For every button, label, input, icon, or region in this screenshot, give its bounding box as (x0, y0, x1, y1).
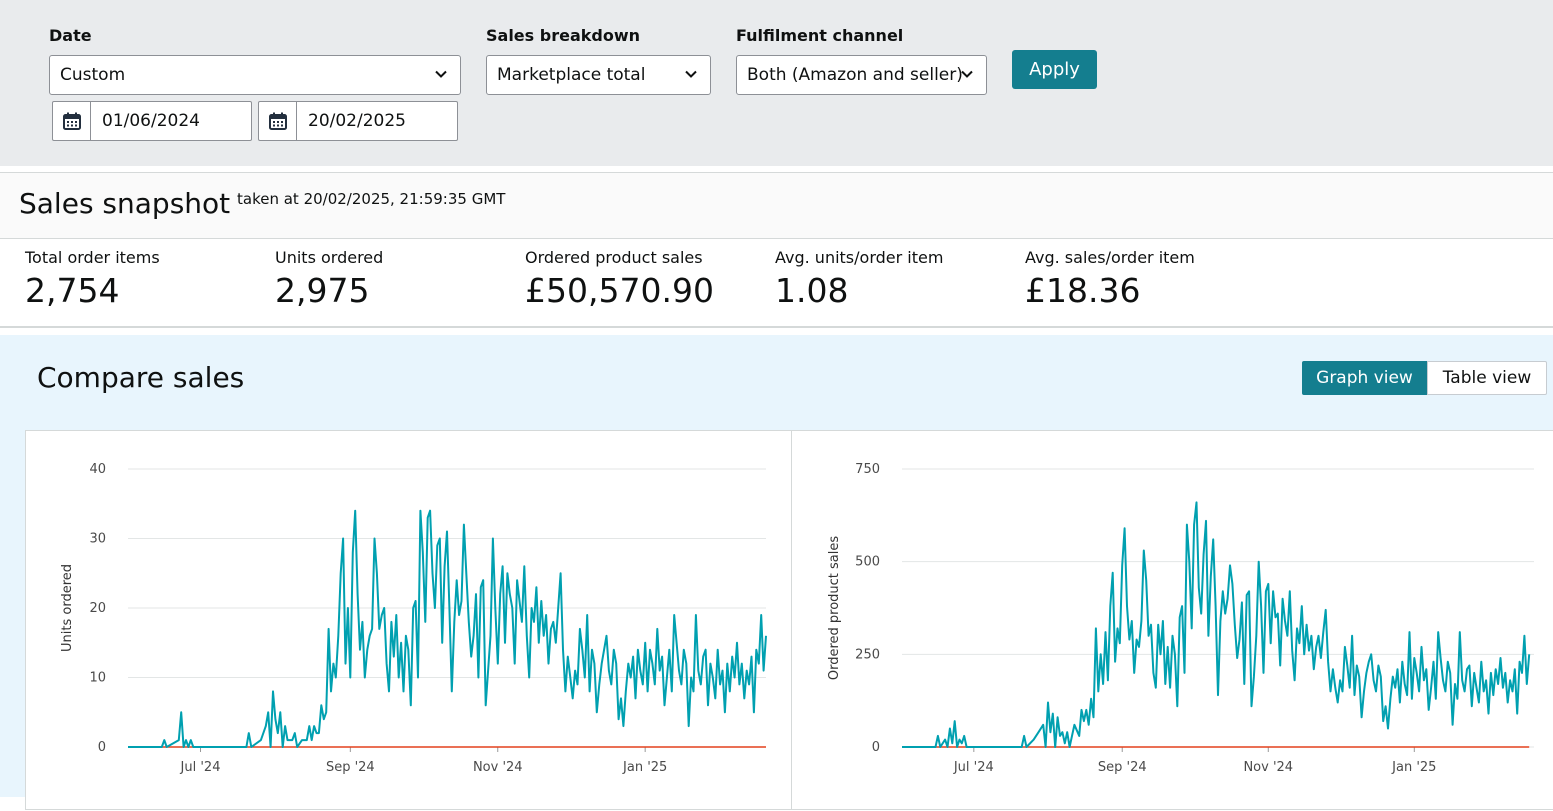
metric-avg-units-per-order-item: Avg. units/order item 1.08 (775, 248, 943, 310)
x-tick-label: Jan '25 (622, 760, 667, 775)
date-label: Date (49, 26, 92, 45)
y-tick-label: 40 (89, 462, 106, 477)
units-ordered-chart-card: 0 10 20 30 40 Jul '24 Sep '24 Nov '24 Jan '25 Uni… (25, 430, 792, 810)
x-tick-label: Nov '24 (1243, 760, 1293, 775)
metric-ordered-product-sales: Ordered product sales £50,570.90 (525, 248, 714, 310)
chevron-down-icon (435, 70, 447, 78)
chevron-down-icon (961, 70, 973, 78)
start-date-field[interactable]: 01/06/2024 (52, 101, 252, 141)
fulfilment-channel-label: Fulfilment channel (736, 26, 904, 45)
compare-sales-section: Compare sales Graph view Table view 0 10 2… (0, 335, 1553, 810)
series-line-current (902, 501, 1531, 748)
sales-breakdown-value: Marketplace total (497, 65, 646, 85)
metric-value: 2,975 (275, 271, 370, 310)
x-tick-label: Sep '24 (1098, 760, 1147, 775)
units-ordered-chart: 0 10 20 30 40 Jul '24 Sep '24 Nov '24 Jan '25 Uni… (60, 462, 767, 775)
fulfilment-channel-select[interactable]: Both (Amazon and seller) (736, 55, 987, 95)
sales-snapshot-header: Sales snapshot taken at 20/02/2025, 21:5… (0, 172, 1553, 239)
y-tick-label: 20 (89, 601, 106, 616)
calendar-icon[interactable] (259, 102, 297, 140)
metric-value: 1.08 (775, 271, 849, 310)
x-tick-label: Sep '24 (326, 760, 375, 775)
graph-view-button[interactable]: Graph view (1302, 361, 1427, 395)
x-tick-label: Nov '24 (473, 760, 523, 775)
metric-label: Ordered product sales (525, 248, 703, 267)
end-date-field[interactable]: 20/02/2025 (258, 101, 458, 141)
chevron-down-icon (685, 70, 697, 78)
calendar-icon[interactable] (53, 102, 91, 140)
y-tick-label: 750 (855, 462, 880, 477)
metric-label: Units ordered (275, 248, 384, 267)
divider (0, 326, 1553, 328)
metric-label: Avg. sales/order item (1025, 248, 1195, 267)
y-axis-label: Units ordered (60, 564, 75, 652)
start-date-value: 01/06/2024 (102, 111, 200, 131)
metric-total-order-items: Total order items 2,754 (25, 248, 160, 310)
metric-label: Total order items (25, 248, 160, 267)
y-tick-label: 0 (872, 740, 880, 755)
metric-units-ordered: Units ordered 2,975 (275, 248, 383, 310)
end-date-value: 20/02/2025 (308, 111, 406, 131)
date-range-select[interactable]: Custom (49, 55, 461, 95)
x-tick-label: Jul '24 (953, 760, 994, 775)
y-tick-label: 10 (89, 671, 106, 686)
metric-value: £18.36 (1025, 271, 1141, 310)
sales-snapshot-title: Sales snapshot (19, 187, 231, 220)
metric-label: Avg. units/order item (775, 248, 944, 267)
snapshot-timestamp: taken at 20/02/2025, 21:59:35 GMT (237, 190, 506, 208)
series-line-current (128, 509, 767, 748)
metric-value: 2,754 (25, 271, 120, 310)
y-tick-label: 250 (855, 647, 880, 662)
date-range-value: Custom (60, 65, 126, 85)
metric-avg-sales-per-order-item: Avg. sales/order item £18.36 (1025, 248, 1195, 310)
y-tick-label: 30 (89, 532, 106, 547)
apply-button[interactable]: Apply (1012, 50, 1097, 89)
filter-bar: Date Custom 01/06/2024 20/02/2025 Sales … (0, 0, 1553, 166)
table-view-button[interactable]: Table view (1427, 361, 1547, 395)
compare-sales-title: Compare sales (37, 361, 245, 394)
x-tick-label: Jul '24 (180, 760, 221, 775)
fulfilment-channel-value: Both (Amazon and seller) (747, 65, 963, 85)
ordered-product-sales-chart-card: 0 250 500 750 Jul '24 Sep '24 Nov '24 Jan '25 Or… (791, 430, 1553, 810)
sales-breakdown-select[interactable]: Marketplace total (486, 55, 711, 95)
x-tick-label: Jan '25 (1391, 760, 1436, 775)
sales-breakdown-label: Sales breakdown (486, 26, 640, 45)
y-tick-label: 500 (855, 555, 880, 570)
y-tick-label: 0 (98, 740, 106, 755)
y-axis-label: Ordered product sales (827, 536, 842, 681)
metric-value: £50,570.90 (525, 271, 714, 310)
ordered-product-sales-chart: 0 250 500 750 Jul '24 Sep '24 Nov '24 Jan '25 Or… (827, 462, 1534, 775)
